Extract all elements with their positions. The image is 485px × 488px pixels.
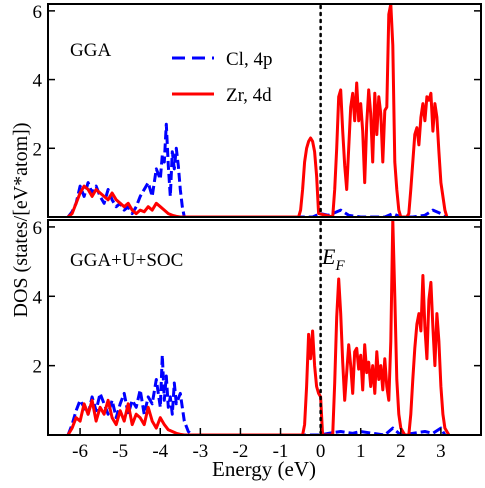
x-tick-label: 0 <box>316 441 326 462</box>
y-tick-label: 2 <box>33 139 43 160</box>
y-tick-label: 6 <box>33 218 43 239</box>
panel-label: GGA <box>70 40 111 61</box>
x-tick-label: -2 <box>233 441 249 462</box>
legend: Cl, 4p Zr, 4d <box>172 49 272 106</box>
y-tick-label: 4 <box>33 71 43 92</box>
legend-label-cl: Cl, 4p <box>226 49 272 70</box>
legend-label-zr: Zr, 4d <box>226 85 272 106</box>
panel-gga: 2 4 6 GGA Cl, 4p Zr, 4d <box>33 2 482 218</box>
panel-label: GGA+U+SOC <box>70 250 183 271</box>
y-axis-title: DOS (states/[eV*atom]) <box>10 123 32 318</box>
series-zr-4d <box>66 220 451 435</box>
x-tick-label: -6 <box>72 441 88 462</box>
series-cl-4p <box>66 353 447 435</box>
x-tick-label: -3 <box>192 441 208 462</box>
panel-gga-u-soc: 2 4 6 -6 -5 -4 -3 -2 -1 0 1 2 3 GGA+U+SOC EF <box>33 218 482 462</box>
series-cl-4p <box>66 122 446 217</box>
x-tick-label: 3 <box>436 441 446 462</box>
x-tick-label: 1 <box>356 441 366 462</box>
x-tick-label: -1 <box>273 441 289 462</box>
series-zr-4d <box>67 4 449 217</box>
plot-frame <box>47 3 482 218</box>
x-tick-label: 2 <box>396 441 406 462</box>
x-tick-label: -4 <box>152 441 168 462</box>
fermi-annotation: EF <box>321 244 345 274</box>
plot-frame <box>47 219 482 436</box>
x-tick-label: -5 <box>112 441 128 462</box>
x-axis-title: Energy (eV) <box>212 457 316 481</box>
y-tick-label: 2 <box>33 357 43 378</box>
y-tick-label: 6 <box>33 2 43 23</box>
y-tick-label: 4 <box>33 287 43 308</box>
